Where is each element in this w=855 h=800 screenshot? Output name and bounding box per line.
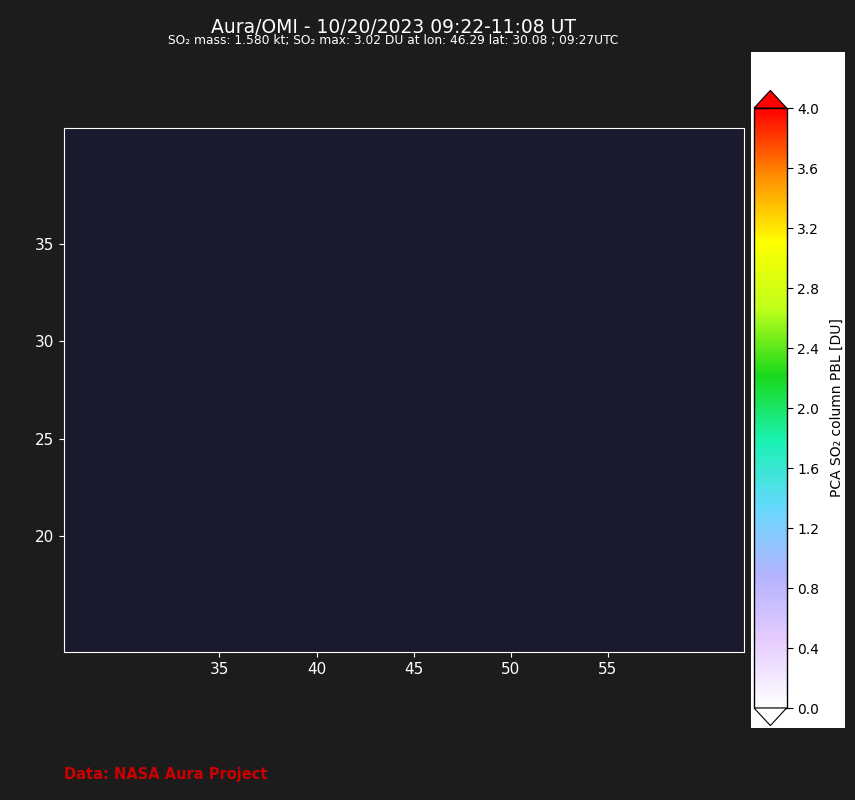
Text: Data: NASA Aura Project: Data: NASA Aura Project <box>64 767 268 782</box>
Y-axis label: PCA SO₂ column PBL [DU]: PCA SO₂ column PBL [DU] <box>830 318 844 498</box>
Text: Aura/OMI - 10/20/2023 09:22-11:08 UT: Aura/OMI - 10/20/2023 09:22-11:08 UT <box>211 18 575 37</box>
Text: SO₂ mass: 1.580 kt; SO₂ max: 3.02 DU at lon: 46.29 lat: 30.08 ; 09:27UTC: SO₂ mass: 1.580 kt; SO₂ max: 3.02 DU at … <box>168 34 618 47</box>
